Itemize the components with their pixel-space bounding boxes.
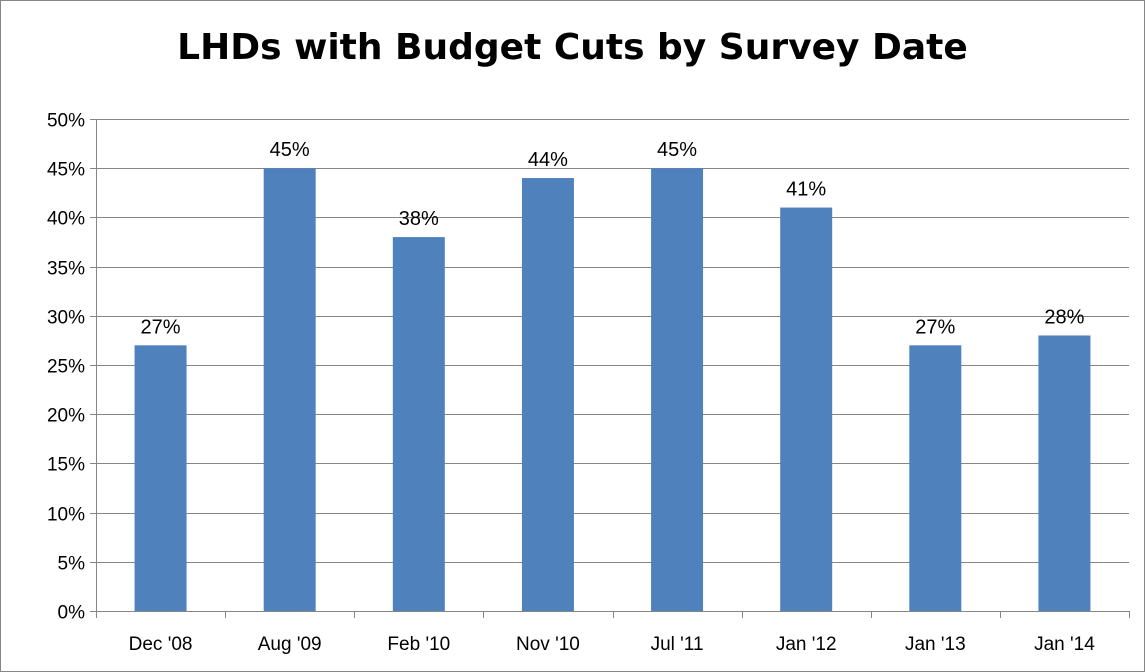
data-label: 41%	[786, 179, 826, 201]
data-label: 45%	[270, 139, 310, 161]
x-tick-label: Jul '11	[651, 634, 704, 655]
x-tick-label: Feb '10	[387, 634, 450, 655]
x-tick-label: Jan '12	[776, 634, 837, 655]
bar	[134, 345, 187, 611]
data-label: 27%	[915, 316, 955, 338]
bar	[1038, 335, 1091, 611]
data-label: 44%	[528, 149, 568, 171]
bar	[909, 345, 962, 611]
y-tick-label: 10%	[47, 505, 85, 526]
y-tick-label: 0%	[58, 603, 86, 624]
x-tick-label: Dec '08	[129, 634, 193, 655]
bar	[780, 207, 833, 611]
y-tick-label: 20%	[47, 406, 85, 427]
y-tick-label: 45%	[47, 160, 85, 181]
data-label: 27%	[141, 316, 181, 338]
data-label: 28%	[1044, 306, 1084, 328]
bars	[134, 168, 1091, 612]
y-tick-label: 5%	[58, 554, 86, 575]
bar	[651, 168, 704, 611]
bar	[521, 178, 574, 612]
gridlines	[96, 119, 1129, 563]
y-tick-label: 15%	[47, 455, 85, 476]
y-tick-label: 50%	[47, 111, 85, 132]
data-label: 38%	[399, 208, 439, 230]
bar	[392, 237, 445, 611]
y-tick-label: 30%	[47, 308, 85, 329]
y-tick-label: 35%	[47, 259, 85, 280]
data-label: 45%	[657, 139, 697, 161]
x-tick-label: Aug '09	[258, 634, 322, 655]
chart-title: LHDs with Budget Cuts by Survey Date	[177, 27, 968, 68]
labels: 0% 5% 10% 15% 20% 25% 30% 35% 40% 45% 50% 27% Dec '0…	[47, 111, 1095, 656]
y-tick-label: 25%	[47, 357, 85, 378]
bar	[263, 168, 316, 611]
x-tick-label: Jan '14	[1034, 634, 1095, 655]
x-tick-label: Jan '13	[905, 634, 966, 655]
y-tick-label: 40%	[47, 209, 85, 230]
axes	[90, 119, 1130, 618]
x-tick-label: Nov '10	[516, 634, 580, 655]
